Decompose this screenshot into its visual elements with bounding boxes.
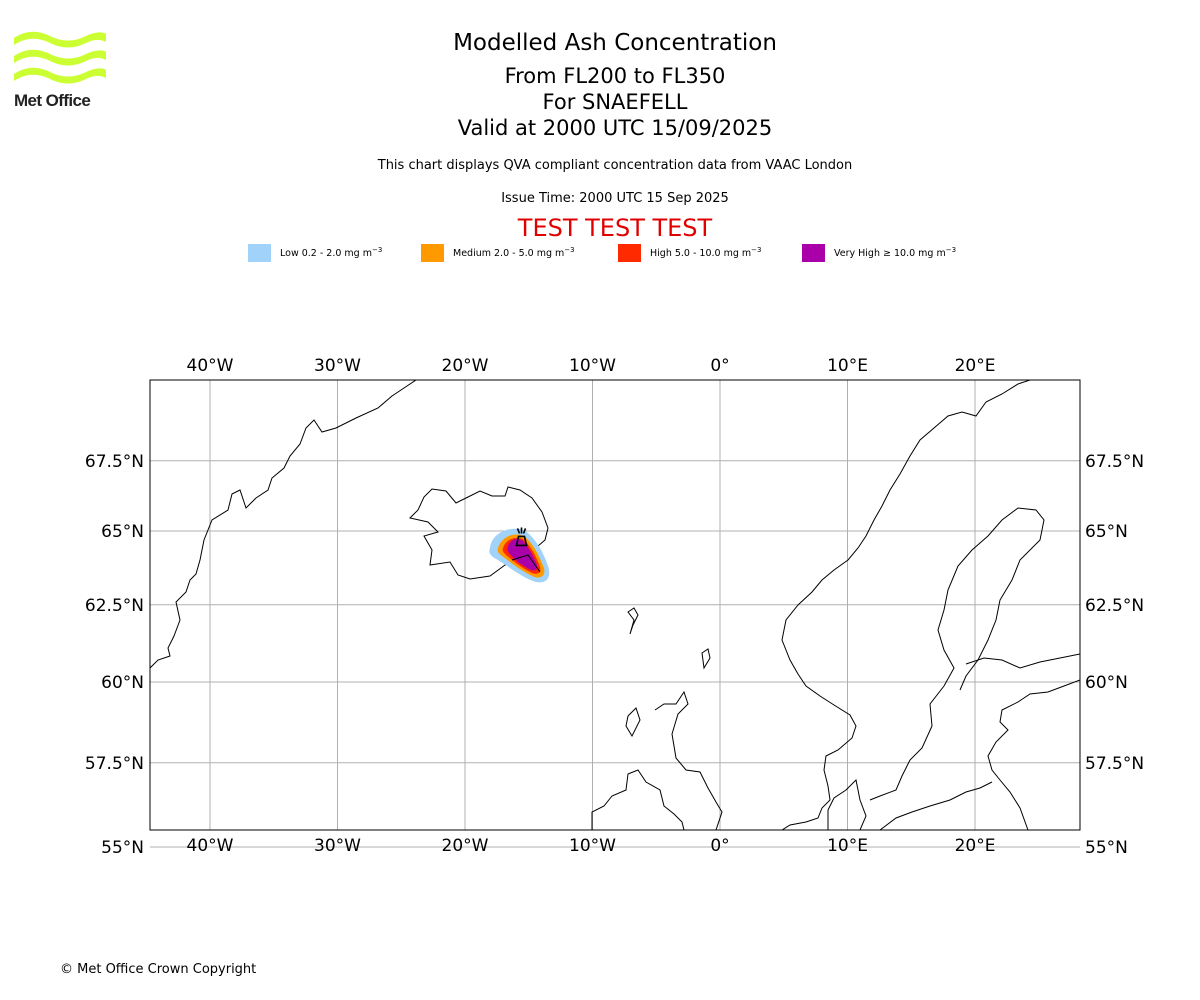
- ash-plume: [489, 528, 550, 583]
- lon-tick-label-bottom: 20°W: [442, 836, 489, 856]
- norway-coastline: [781, 380, 1031, 830]
- denmark-coastline: [827, 778, 867, 830]
- legend-label-low: Low 0.2 - 2.0 mg m−3: [280, 246, 383, 260]
- copyright-notice: © Met Office Crown Copyright: [60, 962, 257, 977]
- lat-tick-label-right: 67.5°N: [1085, 452, 1144, 472]
- lon-tick-label-bottom: 10°E: [827, 836, 868, 856]
- chart-title: Modelled Ash Concentration: [453, 30, 777, 56]
- legend-label-high: High 5.0 - 10.0 mg m−3: [650, 246, 762, 260]
- shetland-coastline: [701, 648, 711, 670]
- lat-tick-label-right: 55°N: [1085, 838, 1128, 858]
- lon-tick-label-top: 10°W: [569, 356, 616, 376]
- finland-coastline: [965, 653, 1080, 669]
- lon-tick-label-bottom: 30°W: [314, 836, 361, 856]
- lon-tick-label-bottom: 10°W: [569, 836, 616, 856]
- legend-swatch-medium: [421, 244, 444, 262]
- greenland-coastline: [150, 380, 417, 669]
- baltic-coastline: [879, 679, 1080, 830]
- lat-tick-label-left: 65°N: [101, 522, 144, 542]
- lat-tick-label-right: 65°N: [1085, 522, 1128, 542]
- legend-swatch-low: [248, 244, 271, 262]
- legend-swatch-high: [618, 244, 641, 262]
- met-office-logo: Met Office: [14, 30, 114, 114]
- lat-tick-label-right: 62.5°N: [1085, 596, 1144, 616]
- lat-tick-label-left: 57.5°N: [85, 754, 144, 774]
- chart-description: This chart displays QVA compliant concen…: [377, 158, 853, 173]
- lon-tick-label-top: 30°W: [314, 356, 361, 376]
- issue-time: Issue Time: 2000 UTC 15 Sep 2025: [501, 191, 729, 206]
- lon-tick-label-bottom: 20°E: [955, 836, 996, 856]
- legend-label-very-high: Very High ≥ 10.0 mg m−3: [834, 246, 957, 260]
- logo-text: Met Office: [14, 91, 91, 110]
- map-gridlines: [150, 380, 1080, 848]
- lon-tick-label-top: 40°W: [187, 356, 234, 376]
- lat-tick-label-left: 62.5°N: [85, 596, 144, 616]
- lon-tick-label-bottom: 0°: [710, 836, 729, 856]
- lat-tick-label-left: 55°N: [101, 838, 144, 858]
- lon-tick-label-bottom: 40°W: [187, 836, 234, 856]
- lon-tick-label-top: 20°W: [442, 356, 489, 376]
- coastlines: [150, 380, 1080, 830]
- sweden-coastline: [869, 507, 1045, 801]
- faroe-coastline: [627, 607, 639, 635]
- ash-region-very-high: [507, 538, 538, 571]
- iceland-coastline: [409, 486, 549, 580]
- volcano-name: For SNAEFELL: [542, 90, 688, 114]
- valid-time: Valid at 2000 UTC 15/09/2025: [457, 116, 773, 140]
- test-banner: TEST TEST TEST: [517, 214, 713, 242]
- lon-tick-label-top: 20°E: [955, 356, 996, 376]
- map-tick-labels: 40°W 40°W 30°W 30°W 20°W 20°W 10°W 10°W 0° 0° 10°E…: [85, 356, 1144, 858]
- lat-tick-label-left: 67.5°N: [85, 452, 144, 472]
- lat-tick-label-right: 57.5°N: [1085, 754, 1144, 774]
- lon-tick-label-top: 10°E: [827, 356, 868, 376]
- britain-coastline: [591, 690, 723, 830]
- map-frame: [149, 379, 1081, 831]
- lat-tick-label-left: 60°N: [101, 673, 144, 693]
- volcano-marker-icon: [515, 527, 528, 547]
- legend-label-medium: Medium 2.0 - 5.0 mg m−3: [453, 246, 575, 260]
- lat-tick-label-right: 60°N: [1085, 673, 1128, 693]
- met-office-waves-icon: [14, 31, 106, 84]
- lon-tick-label-top: 0°: [710, 356, 729, 376]
- iceland-inner-boundary: [511, 554, 541, 573]
- flight-levels: From FL200 to FL350: [504, 64, 726, 88]
- legend-swatch-very-high: [802, 244, 825, 262]
